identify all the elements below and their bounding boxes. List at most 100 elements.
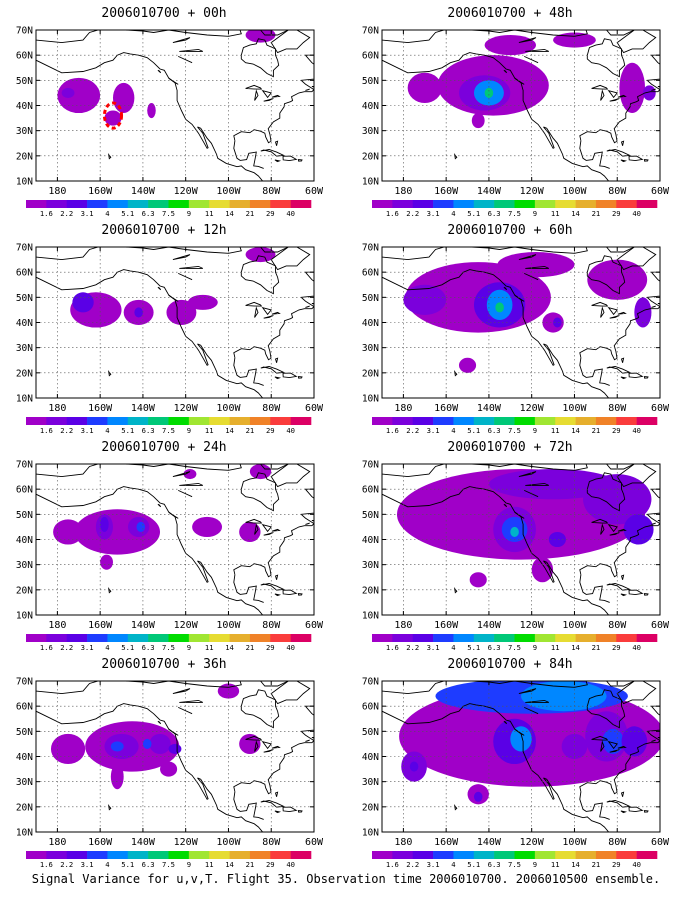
variance-contour-region xyxy=(403,284,447,315)
island xyxy=(157,286,162,291)
island xyxy=(662,510,671,522)
longitude-tick-label: 120W xyxy=(520,186,545,197)
variance-contour-region xyxy=(53,519,84,545)
latitude-tick-label: 20N xyxy=(16,802,33,813)
variance-contour-region xyxy=(110,741,124,752)
colorbar-swatch xyxy=(616,417,637,425)
colorbar-label: 2.2 xyxy=(406,209,419,218)
variance-contour-region xyxy=(149,733,171,754)
lake xyxy=(617,311,627,315)
variance-contour-region xyxy=(245,247,276,263)
colorbar-swatch xyxy=(412,200,434,208)
colorbar-label: 1.6 xyxy=(386,209,399,218)
island xyxy=(643,810,649,813)
colorbar-swatch xyxy=(270,851,291,859)
colorbar-label: 4 xyxy=(451,643,455,652)
latitude-tick-label: 20N xyxy=(16,585,33,596)
longitude-tick-label: 80W xyxy=(608,186,627,197)
longitude-tick-label: 120W xyxy=(174,403,199,414)
colorbar-label: 29 xyxy=(612,209,621,218)
island xyxy=(316,510,325,522)
island xyxy=(108,369,112,377)
lake xyxy=(271,528,281,532)
colorbar-swatch xyxy=(229,417,251,425)
lake xyxy=(245,84,263,90)
colorbar-label: 1.6 xyxy=(386,426,399,435)
colorbar-label: 2.2 xyxy=(406,643,419,652)
island xyxy=(270,464,311,488)
map-chart: 70N 60N 50N 40N 30N 20N 10N 180 160W 140W 120W 100W… xyxy=(16,460,325,653)
colorbar-label: 21 xyxy=(246,860,255,869)
colorbar-label: 6.3 xyxy=(488,860,501,869)
colorbar-swatch xyxy=(127,200,149,208)
lake xyxy=(271,311,281,315)
colorbar-swatch xyxy=(534,417,556,425)
latitude-tick-label: 20N xyxy=(362,151,379,162)
panel-title: 2006010700 + 24h xyxy=(101,440,227,455)
colorbar-label: 11 xyxy=(205,643,214,652)
lake xyxy=(245,518,263,524)
variance-contour-region xyxy=(469,572,487,588)
island xyxy=(620,574,625,580)
forecast-panel-84h: 2006010700 + 84h 70N 60N 50N 40N 30N 20N 10N 18… xyxy=(350,657,670,872)
colorbar-swatch xyxy=(107,634,129,642)
colorbar-label: 5.1 xyxy=(121,860,134,869)
coastline xyxy=(579,705,660,795)
coastline xyxy=(36,247,242,261)
colorbar-label: 1.6 xyxy=(40,209,53,218)
longitude-tick-label: 80W xyxy=(262,620,281,631)
lake xyxy=(518,688,537,695)
colorbar-label: 4 xyxy=(105,643,109,652)
colorbar-swatch xyxy=(229,200,251,208)
variance-contour-region xyxy=(112,82,135,114)
lake xyxy=(172,471,191,478)
colorbar-swatch xyxy=(372,851,393,859)
island xyxy=(606,366,632,374)
coastline xyxy=(233,54,314,144)
lake xyxy=(261,740,272,750)
signal-variance-field xyxy=(70,247,276,328)
longitude-tick-label: 100W xyxy=(562,403,587,414)
coastline xyxy=(524,489,539,498)
island xyxy=(620,376,628,380)
colorbar-swatch xyxy=(66,417,88,425)
colorbar-label: 7.5 xyxy=(508,860,521,869)
colorbar-label: 29 xyxy=(266,209,275,218)
latitude-tick-label: 60N xyxy=(16,51,33,62)
latitude-tick-label: 10N xyxy=(16,611,33,622)
latitude-tick-label: 50N xyxy=(16,293,33,304)
latitude-tick-label: 70N xyxy=(362,243,379,254)
colorbar-swatch xyxy=(494,634,515,642)
colorbar-swatch xyxy=(636,634,658,642)
island xyxy=(297,593,303,596)
coastline xyxy=(382,486,626,615)
variance-contour-region xyxy=(61,87,75,98)
colorbar-swatch xyxy=(209,417,230,425)
map-chart: 70N 60N 50N 40N 30N 20N 10N 180 160W 140W 120W 100W… xyxy=(362,243,670,436)
colorbar-label: 7.5 xyxy=(162,643,175,652)
latitude-tick-label: 50N xyxy=(16,510,33,521)
island xyxy=(168,294,179,302)
island xyxy=(274,357,279,363)
colorbar-label: 14 xyxy=(571,860,580,869)
island xyxy=(628,589,644,596)
lake xyxy=(254,306,259,318)
latitude-tick-label: 30N xyxy=(16,343,33,354)
colorbar-swatch xyxy=(412,851,434,859)
colorbar-swatch xyxy=(412,634,434,642)
latitude-tick-label: 20N xyxy=(16,151,33,162)
colorbar-swatch xyxy=(290,417,312,425)
colorbar-label: 6.3 xyxy=(142,426,155,435)
colorbar-label: 7.5 xyxy=(162,209,175,218)
colorbar-label: 3.1 xyxy=(427,860,440,869)
colorbar-label: 40 xyxy=(632,643,641,652)
island xyxy=(651,305,656,308)
gridlines xyxy=(382,30,660,181)
latitude-tick-label: 60N xyxy=(16,485,33,496)
island xyxy=(168,728,179,736)
variance-contour-region xyxy=(642,85,656,101)
coastline xyxy=(36,30,242,44)
colorbar-label: 11 xyxy=(551,643,560,652)
lake xyxy=(245,735,263,741)
longitude-tick-label: 140W xyxy=(131,403,156,414)
